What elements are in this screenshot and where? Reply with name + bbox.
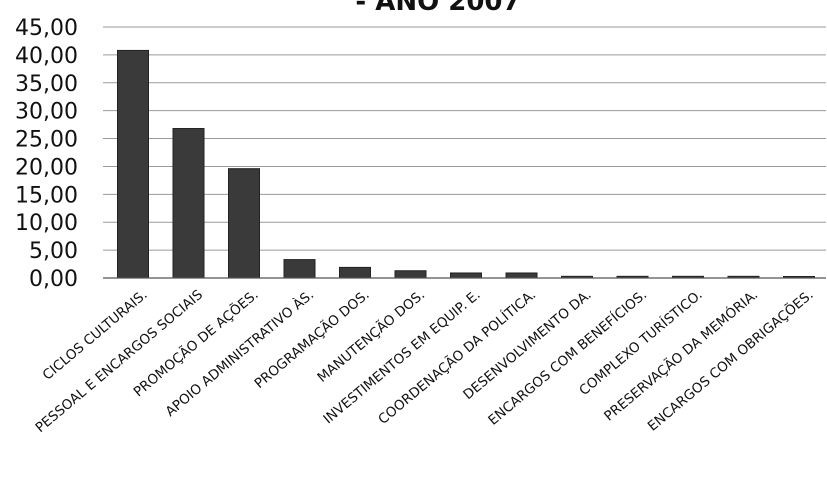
bar bbox=[394, 270, 427, 279]
x-tick-label: MANUTENÇÃO DOS. bbox=[314, 286, 428, 386]
bar bbox=[339, 266, 371, 279]
y-tick-label: 45,00 bbox=[15, 16, 78, 41]
y-tick-label: 5,00 bbox=[29, 239, 78, 264]
y-tick-label: 15,00 bbox=[15, 183, 78, 208]
y-tick-label: 40,00 bbox=[15, 44, 78, 69]
bar bbox=[505, 272, 538, 279]
gridlines bbox=[103, 26, 826, 251]
bars bbox=[117, 49, 815, 279]
y-tick-label: 20,00 bbox=[15, 155, 78, 180]
chart-title: - ANO 2007 bbox=[355, 0, 520, 17]
y-tick-label: 30,00 bbox=[15, 100, 78, 125]
bar bbox=[283, 259, 316, 279]
y-tick-label: 10,00 bbox=[15, 211, 78, 236]
bar bbox=[450, 272, 482, 279]
x-axis-tick-labels: CICLOS CULTURAIS.PESSOAL E ENCARGOS SOCI… bbox=[33, 285, 817, 436]
x-tick-label: CICLOS CULTURAIS. bbox=[40, 287, 151, 384]
bar bbox=[117, 49, 149, 279]
bar bbox=[228, 168, 260, 279]
bar bbox=[172, 128, 205, 279]
y-tick-label: 35,00 bbox=[15, 72, 78, 97]
y-tick-label: 25,00 bbox=[15, 128, 78, 153]
y-tick-label: 0,00 bbox=[29, 267, 78, 292]
